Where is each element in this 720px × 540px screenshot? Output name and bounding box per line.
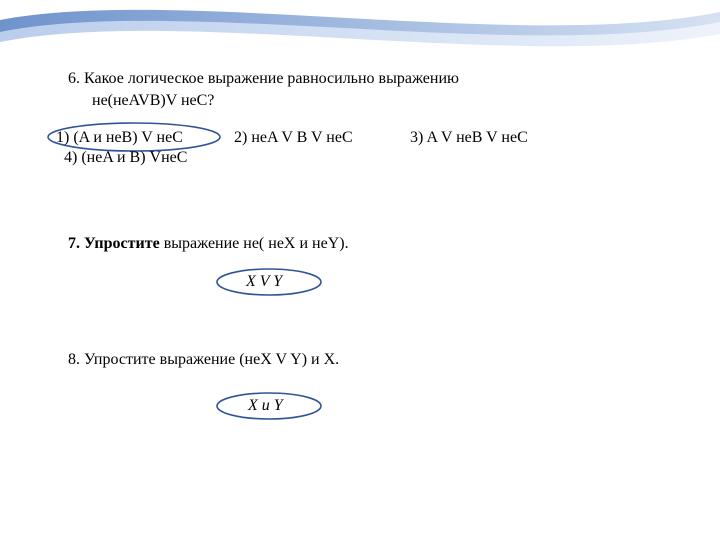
q7-suf: не( неX и неY). (243, 235, 348, 252)
q6-option-2: 2) неA V B V неC (234, 129, 353, 147)
q6-options: 1) (A и неB) V неC 2) неA V B V неC 3) A… (56, 129, 668, 171)
q6-stem-line1: 6. Какое логическое выражение равносильн… (68, 70, 459, 87)
q6-stem-line2: не(неAVB)V неC? (68, 90, 214, 112)
q7-block: 7. Упростите выражение не( неX и неY). X… (68, 235, 668, 303)
q6-option-3: 3) A V неB V неC (410, 129, 528, 147)
q7-answer: X V Y (208, 267, 338, 303)
q8-block: 8. Упростите выражение (неX V Y) и X. X … (68, 351, 668, 427)
q8-answer-text: X и Y (248, 397, 283, 415)
q7-answer-text: X V Y (246, 273, 282, 291)
q7-num: 7. Упростите (68, 235, 164, 252)
q6-option-1: 1) (A и неB) V неC (56, 129, 183, 147)
header-swoosh (0, 0, 720, 56)
q8-stem: 8. Упростите выражение (неX V Y) и X. (68, 351, 668, 369)
q6-stem: 6. Какое логическое выражение равносильн… (68, 68, 668, 111)
slide-content: 6. Какое логическое выражение равносильн… (68, 68, 668, 427)
q6-option-4: 4) (неA и B) VнеC (64, 149, 187, 167)
q7-mid: выражение (164, 235, 244, 252)
q8-answer: X и Y (208, 391, 338, 427)
q7-stem: 7. Упростите выражение не( неX и неY). (68, 235, 668, 253)
